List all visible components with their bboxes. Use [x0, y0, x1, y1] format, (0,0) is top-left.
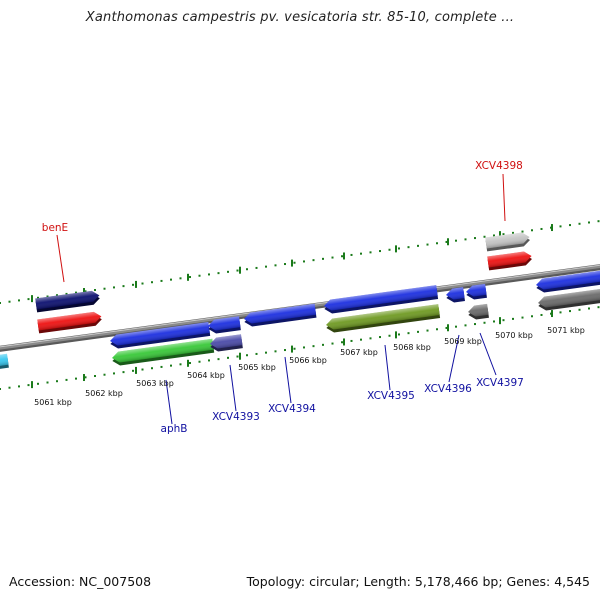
- lower-strand-line: [0, 306, 600, 390]
- scale-label: 5070 kbp: [495, 331, 533, 340]
- strand-dots-layer: [0, 220, 600, 390]
- leader-benE: [56, 234, 65, 283]
- gene-label-XCV4397[interactable]: XCV4397: [476, 377, 524, 389]
- map-title: Xanthomonas campestris pv. vesicatoria s…: [85, 10, 515, 25]
- leader-XCV4394: [284, 356, 292, 404]
- gene-label-XCV4395[interactable]: XCV4395: [367, 390, 415, 402]
- gene-g_slate[interactable]: [209, 334, 243, 352]
- scale-label: 5064 kbp: [187, 371, 225, 380]
- gene-g_gray_small[interactable]: [467, 303, 489, 321]
- scale-label: 5068 kbp: [393, 343, 431, 352]
- leader-XCV4398: [502, 173, 506, 222]
- gene-label-XCV4398[interactable]: XCV4398: [475, 160, 523, 172]
- gene-aphB[interactable]: [111, 338, 215, 367]
- accession-text: Accession: NC_007508: [9, 574, 152, 589]
- gene-g_navy_top[interactable]: [35, 290, 100, 313]
- leader-XCV4396: [448, 334, 460, 383]
- scale-label: 5067 kbp: [340, 348, 378, 357]
- gene-g_lightgray[interactable]: [485, 232, 531, 252]
- gene-g_blue_right[interactable]: [535, 268, 600, 294]
- genes-layer: [0, 232, 600, 372]
- gene-g_olive[interactable]: [325, 304, 441, 333]
- gene-benE[interactable]: [37, 311, 102, 334]
- scale-label: 5066 kbp: [289, 356, 327, 365]
- scale-label: 5063 kbp: [136, 379, 174, 388]
- gene-label-XCV4393[interactable]: XCV4393: [212, 411, 260, 423]
- genome-summary-text: Topology: circular; Length: 5,178,466 bp…: [246, 574, 590, 589]
- gene-g_cyan_partial[interactable]: [0, 353, 9, 372]
- scale-label: 5062 kbp: [85, 389, 123, 398]
- leader-XCV4397: [479, 332, 497, 376]
- scale-label: 5069 kbp: [444, 337, 482, 346]
- gene-XCV4398[interactable]: [487, 251, 533, 271]
- labels-layer: benE XCV4398 aphB XCV4393 XCV4394 XCV4395 XCV4…: [34, 160, 585, 435]
- leader-aphB: [165, 379, 173, 425]
- leader-XCV4393: [229, 364, 237, 412]
- gene-XCV4397[interactable]: [465, 283, 487, 301]
- gene-label-benE[interactable]: benE: [42, 222, 68, 234]
- gene-XCV4395[interactable]: [323, 285, 439, 314]
- upper-strand-line: [0, 220, 600, 304]
- leader-XCV4395: [384, 344, 391, 391]
- gene-g_blue_1[interactable]: [109, 322, 211, 349]
- label-leaders-layer: [56, 173, 506, 425]
- gene-label-aphB[interactable]: aphB: [161, 423, 188, 435]
- gene-XCV4393[interactable]: [207, 316, 241, 334]
- scale-label: 5061 kbp: [34, 398, 72, 407]
- scale-label: 5071 kbp: [547, 326, 585, 335]
- gene-XCV4396[interactable]: [445, 287, 465, 303]
- gene-label-XCV4394[interactable]: XCV4394: [268, 403, 316, 415]
- gene-label-XCV4396[interactable]: XCV4396: [424, 383, 472, 395]
- scale-label: 5065 kbp: [238, 363, 276, 372]
- gene-g_gray_right[interactable]: [537, 286, 600, 312]
- gene-XCV4394[interactable]: [243, 303, 317, 328]
